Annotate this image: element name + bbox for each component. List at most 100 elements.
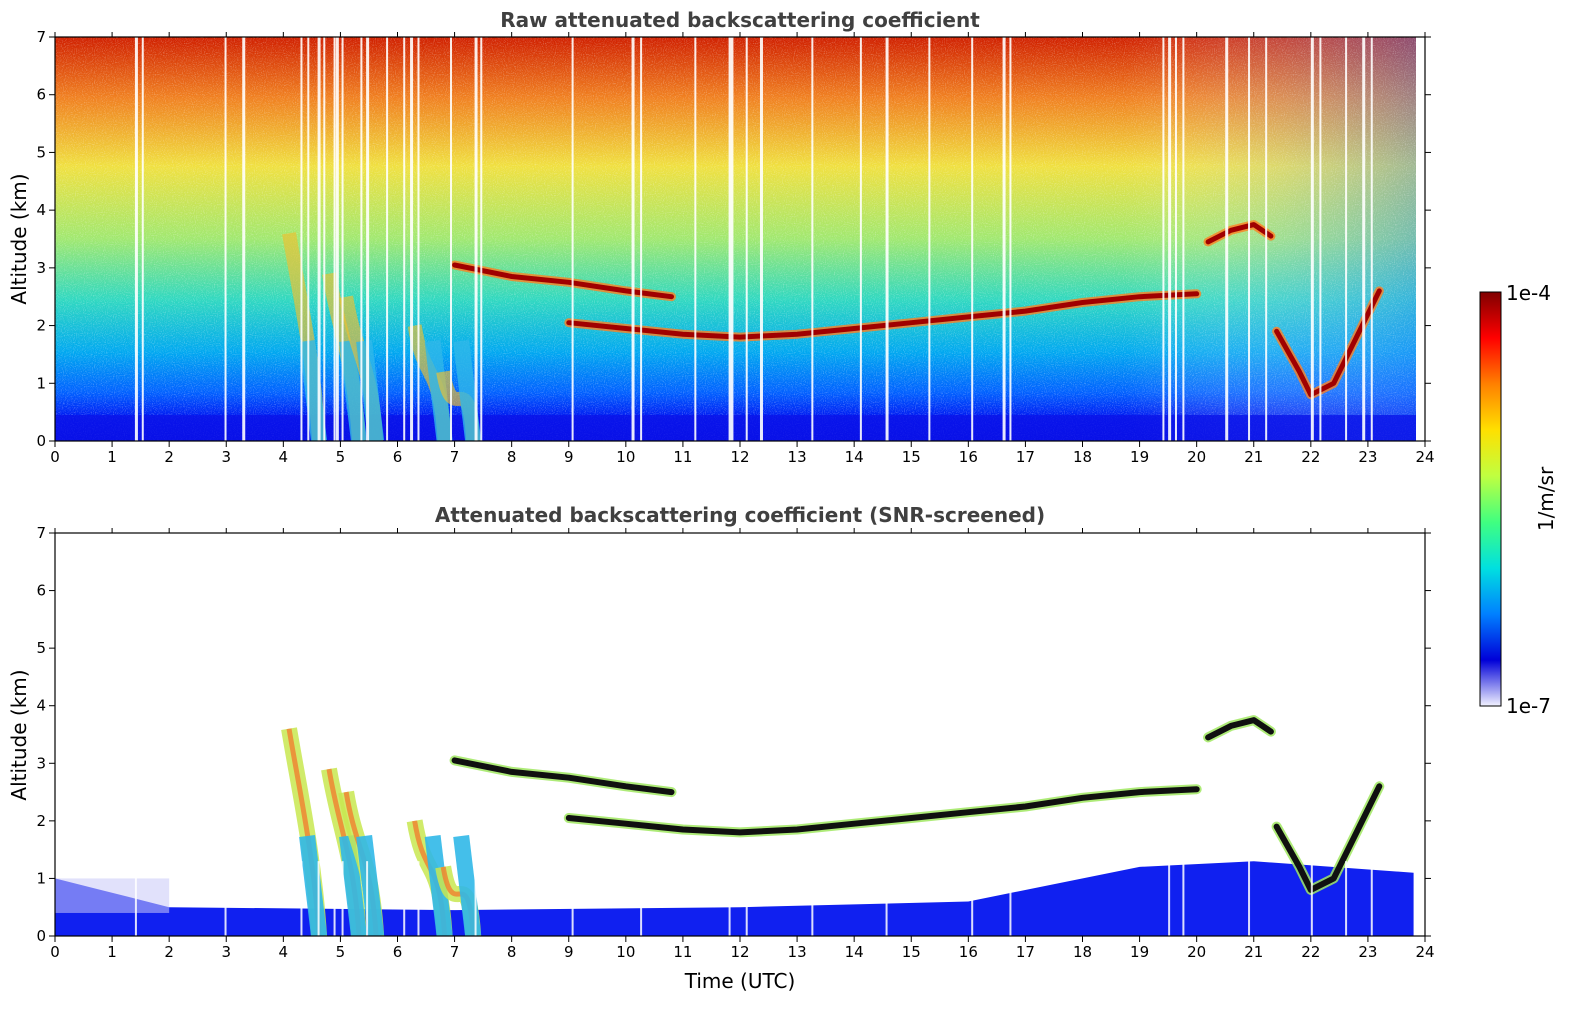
panel2-xtick-label: 4 — [279, 943, 289, 961]
missing-profile-gap — [640, 37, 643, 441]
panel2-ytick-label: 3 — [36, 754, 46, 772]
panel2-xtick-label: 13 — [788, 943, 807, 961]
panel2-xtick-label: 14 — [845, 943, 864, 961]
panel2-xtick-label: 20 — [1187, 943, 1206, 961]
panel1-axes: 0 1 2 3 4 5 6 7 8 9 10 11 12 13 14 15 16 17 18 19 20 21 22 23 24… — [36, 28, 1434, 466]
panel1-ytick-label: 6 — [36, 86, 46, 104]
colorbar-min-label: 1e-7 — [1506, 694, 1551, 718]
missing-profile-gap — [450, 37, 453, 441]
missing-profile-gap — [333, 861, 336, 936]
missing-profile-gap — [141, 37, 144, 441]
panel1-ytick-label: 7 — [36, 28, 46, 46]
panel2-xtick-label: 0 — [50, 943, 60, 961]
panel2-xtick-label: 23 — [1358, 943, 1377, 961]
panel2-ytick-label: 5 — [36, 639, 46, 657]
panel2-xtick-label: 5 — [336, 943, 346, 961]
missing-profile-gap — [317, 861, 320, 936]
missing-profile-gap — [1182, 861, 1185, 936]
missing-profile-gap — [1370, 861, 1373, 936]
fall-streak-base — [299, 835, 327, 936]
fall-streak-base — [424, 340, 453, 441]
panel2-xtick-label: 6 — [393, 943, 403, 961]
missing-profile-gap — [1162, 37, 1165, 441]
missing-profile-gap — [417, 37, 420, 441]
panel2-features — [55, 715, 1414, 936]
colorbar: 1e-4 1e-7 1/m/sr — [1479, 281, 1558, 718]
missing-profile-gap — [859, 37, 862, 441]
missing-profile-gap — [1168, 37, 1172, 441]
missing-profile-gap — [333, 37, 336, 441]
missing-profile-gap — [731, 37, 734, 441]
missing-profile-gap — [366, 861, 369, 936]
panel1-xtick-label: 12 — [730, 448, 749, 466]
missing-profile-gap — [317, 37, 321, 441]
missing-profile-gap — [1319, 37, 1322, 441]
missing-profile-gap — [1310, 37, 1314, 441]
missing-profile-gap — [366, 37, 370, 441]
panel1-features — [55, 37, 1425, 441]
panel1-xtick-label: 0 — [50, 448, 60, 466]
panel2-xtick-label: 2 — [164, 943, 174, 961]
panel2-ytick-label: 2 — [36, 812, 46, 830]
missing-profile-gap — [1182, 37, 1185, 441]
fall-streak-base — [424, 835, 453, 936]
colorbar-fill — [1480, 292, 1501, 706]
missing-profile-gap — [403, 861, 406, 936]
panel2-xtick-label: 10 — [616, 943, 635, 961]
fall-streak-base — [453, 835, 482, 936]
panel1-ytick-label: 4 — [36, 201, 46, 219]
missing-profile-gap — [386, 37, 389, 441]
missing-profile-gap — [360, 37, 363, 441]
panel2-xtick-label: 19 — [1130, 943, 1149, 961]
missing-profile-gap — [300, 861, 303, 936]
panel2-xtick-label: 9 — [564, 943, 574, 961]
missing-profile-gap — [335, 37, 339, 441]
missing-profile-gap — [811, 37, 814, 441]
cloud-layer — [565, 786, 1200, 836]
cloud-layer — [1274, 288, 1382, 398]
panel1-xtick-label: 24 — [1415, 448, 1434, 466]
missing-profile-gap — [323, 37, 326, 441]
missing-profile-gap — [242, 37, 246, 441]
panel2-xtick-label: 17 — [1016, 943, 1035, 961]
missing-profile-gap — [341, 861, 344, 936]
panel2-xtick-label: 12 — [730, 943, 749, 961]
missing-profile-gap — [224, 861, 227, 936]
panel1-xtick-label: 20 — [1187, 448, 1206, 466]
fall-streak-base — [339, 340, 367, 441]
colorbar-unit-label: 1/m/sr — [1534, 466, 1558, 531]
missing-profile-gap — [474, 37, 478, 441]
panel1-ytick-label: 3 — [36, 259, 46, 277]
boundary-layer-area — [55, 861, 1414, 936]
panel1-xtick-label: 22 — [1301, 448, 1320, 466]
missing-profile-gap — [1002, 37, 1006, 441]
panel2-ytick-label: 1 — [36, 869, 46, 887]
missing-profile-gap — [1362, 37, 1366, 441]
panel2-title: Attenuated backscattering coefficient (S… — [435, 503, 1045, 527]
missing-profile-gap — [745, 37, 748, 441]
panel2-xtick-label: 18 — [1073, 943, 1092, 961]
missing-profile-gap — [134, 861, 137, 936]
cloud-layer — [451, 757, 675, 796]
panel2-xtick-label: 3 — [221, 943, 231, 961]
missing-profile-gap — [728, 37, 732, 441]
panel1-xtick-label: 17 — [1016, 448, 1035, 466]
missing-profile-gap — [971, 861, 974, 936]
panel2-ytick-label: 6 — [36, 582, 46, 600]
missing-profile-gap — [1310, 861, 1313, 936]
panel1-xtick-label: 6 — [393, 448, 403, 466]
panel1-xtick-label: 7 — [450, 448, 460, 466]
missing-profile-gap — [571, 861, 574, 936]
panel2-xtick-label: 1 — [107, 943, 117, 961]
missing-profile-gap — [759, 37, 763, 441]
panel1-ytick-label: 0 — [36, 432, 46, 450]
screened-backscatter-panel: Attenuated backscattering coefficient (S… — [7, 503, 1435, 993]
panel1-ytick-label: 1 — [36, 374, 46, 392]
panel1-ytick-label: 2 — [36, 317, 46, 335]
missing-profile-gap — [885, 861, 888, 936]
fall-streak-base — [453, 340, 482, 441]
panel1-xtick-label: 4 — [279, 448, 289, 466]
missing-profile-gap — [885, 37, 889, 441]
missing-profile-gap — [1009, 861, 1012, 936]
